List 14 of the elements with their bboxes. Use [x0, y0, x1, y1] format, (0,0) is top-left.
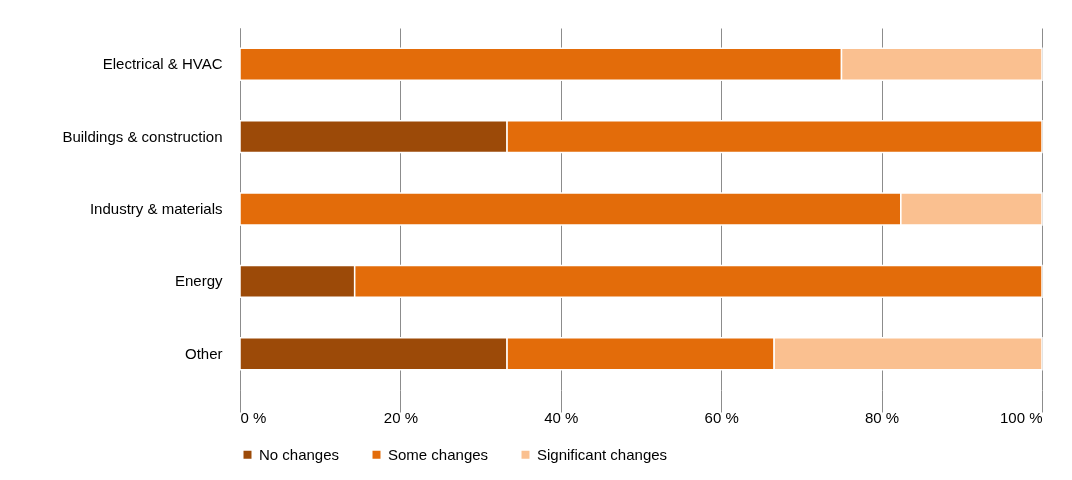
legend-label: No changes [259, 445, 340, 463]
y-tick-label: Electrical & HVAC [102, 55, 223, 73]
legend-label: Some changes [388, 445, 489, 463]
legend-label: Significant changes [537, 445, 668, 463]
x-tick-label: 60 % [704, 408, 739, 426]
x-tick-label: 20 % [383, 408, 418, 426]
x-tick-label: 100 % [999, 408, 1043, 426]
y-tick-label: Energy [174, 272, 223, 290]
x-tick-label: 0 % [240, 408, 267, 426]
x-tick-label: 40 % [544, 408, 579, 426]
y-tick-label: Buildings & construction [62, 127, 223, 145]
y-tick-label: Industry & materials [89, 200, 223, 217]
y-tick-label: Other [184, 344, 223, 362]
x-tick-label: 80 % [865, 408, 900, 426]
